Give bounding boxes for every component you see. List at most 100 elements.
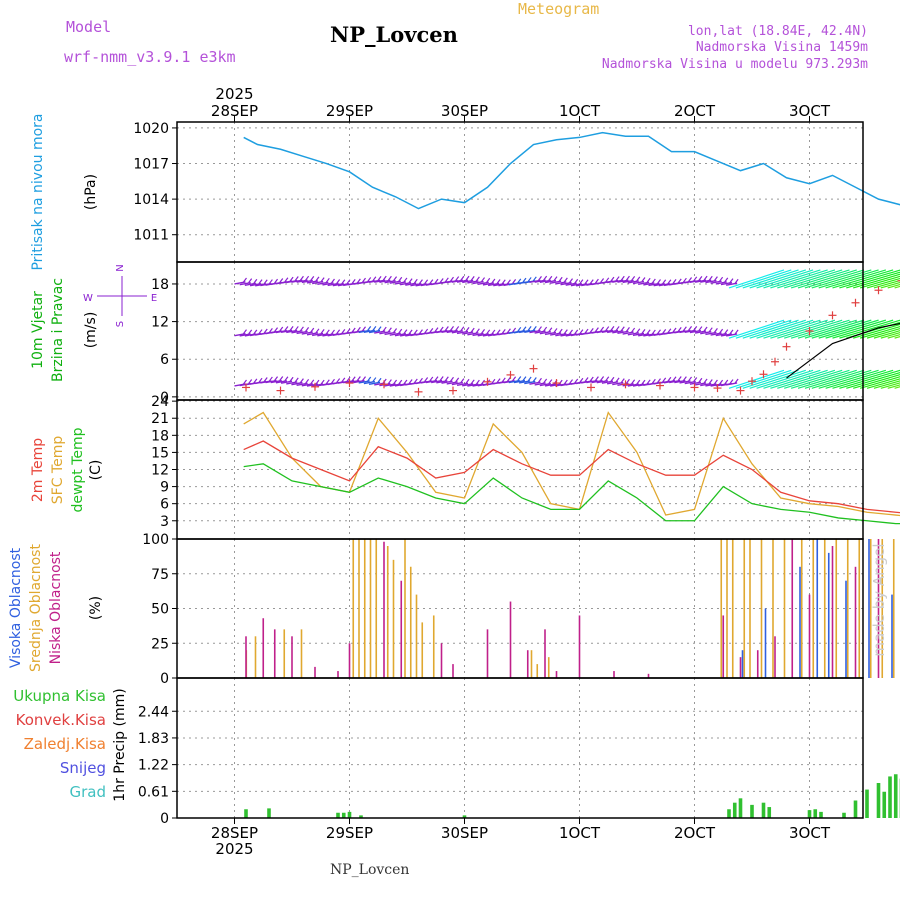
wind-barb — [518, 380, 531, 384]
low-cloud-label: Niska Oblacnost — [48, 551, 64, 664]
wind-barb-strong — [756, 269, 814, 289]
wind-barb — [544, 383, 557, 387]
wind-barb — [472, 280, 484, 285]
wind-barb-flag — [491, 278, 496, 284]
wind-barb-flag — [646, 277, 651, 283]
wind-barb-flag — [548, 327, 553, 333]
temp-unit: (C) — [88, 460, 104, 481]
wind-barb — [601, 329, 614, 334]
wind-barb-flag — [527, 326, 532, 331]
wind-barb-flag — [279, 376, 284, 381]
wind-barb — [296, 330, 308, 335]
wind-barb-flag — [537, 377, 542, 383]
dewpt-line — [243, 463, 900, 525]
wind-barb-flag — [455, 276, 460, 281]
x-tick-label-bottom: 2OCT — [674, 824, 716, 842]
wind-sublabel: Brzina i Pravac — [50, 278, 66, 382]
wind-barb — [632, 332, 645, 337]
wind-barb-flag — [527, 277, 532, 282]
wind-barb-flag — [377, 377, 382, 383]
wind-barb-strong — [887, 334, 900, 339]
y-tick-label: 1011 — [133, 228, 169, 244]
wind-barb — [539, 382, 551, 387]
x-tick-label-bottom: 29SEP — [326, 824, 373, 842]
y-tick-label: 6 — [160, 352, 169, 368]
wind-barb — [591, 379, 603, 384]
wind-barb-flag — [351, 376, 356, 382]
wind-barb-flag — [444, 376, 449, 382]
wind-barb-strong — [859, 275, 900, 289]
wind-barb-flag — [439, 326, 444, 332]
wind-barb-strong — [873, 330, 900, 339]
wind-barb-flag — [418, 279, 423, 284]
wind-barb-strong — [749, 319, 807, 339]
wind-barb-flag — [605, 376, 610, 382]
wind-barb — [270, 379, 282, 384]
wind-barb — [301, 279, 313, 284]
wind-barb-flag — [589, 376, 594, 382]
wind-barb-flag — [486, 329, 491, 335]
wind-barb-flag — [713, 328, 718, 333]
wind-barb-strong — [839, 369, 900, 389]
wind-barb-flag — [393, 379, 398, 385]
precip-legend-item: Snijeg — [60, 759, 106, 777]
wind-barb — [627, 383, 639, 387]
wind-barb-flag — [465, 275, 470, 281]
wind-barb-strong — [790, 269, 850, 289]
wind-barb-flag — [631, 379, 636, 385]
wind-barb — [244, 282, 256, 286]
wind-barb-flag — [320, 329, 325, 334]
rain-bar — [767, 807, 772, 818]
wind-barb-flag — [356, 278, 361, 284]
wind-barb — [586, 379, 598, 384]
wind-barb — [669, 379, 681, 384]
wind-barb — [560, 281, 572, 286]
wind-barb-flag — [268, 327, 273, 333]
wind-barb — [384, 331, 396, 336]
wind-barb-flag — [356, 376, 361, 381]
wind-barb — [720, 281, 733, 286]
wind-barb — [399, 333, 412, 337]
wind-barb-flag — [362, 277, 367, 283]
wind-barb-flag — [387, 275, 392, 281]
wind-barb-flag — [336, 378, 341, 383]
wind-barb-flag — [268, 376, 273, 382]
wind-barb-flag — [382, 275, 387, 281]
wind-barb — [384, 279, 396, 284]
wind-barb-flag — [693, 325, 698, 331]
wind-barb-flag — [372, 377, 377, 382]
wind-barb — [612, 381, 624, 386]
wind-barb-strong — [825, 319, 887, 339]
wind-barb — [550, 280, 562, 284]
wind-barb-flag — [455, 377, 460, 383]
wind-barb-flag — [305, 327, 310, 332]
wind-barb-flag — [460, 275, 465, 281]
wind-barb-flag — [320, 379, 325, 385]
wind-barb-flag — [605, 326, 610, 331]
panel-frame — [176, 121, 864, 263]
wind-barb — [539, 331, 551, 335]
wind-barb-flag — [470, 379, 475, 385]
wind-barb-flag — [543, 378, 548, 384]
sfc-temp-label: SFC Temp — [50, 436, 66, 505]
wind-barb — [617, 330, 629, 335]
wind-barb-flag — [553, 276, 558, 281]
wind-barb — [694, 382, 707, 386]
wind-barb-strong — [880, 332, 900, 339]
wind-barb-strong — [777, 319, 836, 339]
wind-barb-strong — [742, 369, 799, 389]
wind-barb-flag — [625, 327, 630, 332]
wind-barb — [405, 282, 417, 286]
wind-barb — [431, 379, 443, 384]
wind-barb-flag — [579, 279, 584, 284]
wind-barb — [725, 282, 738, 286]
wind-barb — [317, 281, 329, 285]
wind-barb-flag — [403, 379, 408, 385]
wind-barb-flag — [284, 376, 289, 382]
credit-label: made by Angel — [870, 543, 888, 656]
wind-barb — [689, 381, 702, 385]
wind-barb-flag — [543, 326, 548, 332]
wind-barb-flag — [429, 328, 434, 333]
wind-barb — [715, 281, 727, 285]
wind-barb-flag — [703, 275, 708, 281]
